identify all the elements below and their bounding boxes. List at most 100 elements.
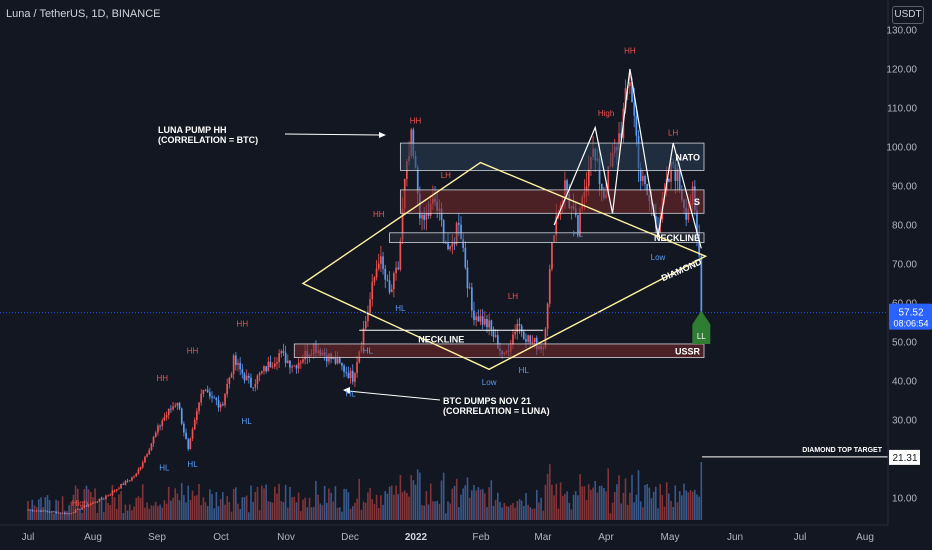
candle-body: [447, 243, 449, 250]
volume-bar: [434, 501, 436, 520]
diamond-pattern: [301, 161, 708, 371]
candle-body: [453, 243, 456, 244]
currency-badge[interactable]: USDT: [892, 6, 924, 24]
swing-label-hl: HL: [395, 304, 406, 313]
candle-body: [427, 213, 430, 216]
volume-bar: [401, 492, 404, 520]
volume-bar: [453, 485, 456, 520]
candle-body: [455, 223, 458, 244]
volume-bar: [55, 499, 57, 520]
volume-bar: [356, 498, 358, 520]
volume-bar: [200, 505, 202, 520]
volume-bar: [611, 502, 614, 520]
swing-label-lh: LH: [508, 292, 518, 301]
candle-body: [678, 168, 681, 190]
candle-body: [239, 362, 241, 370]
volume-bar: [466, 477, 469, 520]
candle-body: [544, 328, 547, 348]
pattern-labels: High HH HH HH HH HH LH LH High HH LH HL HL HL HL HL HL Lo…: [72, 46, 711, 508]
volume-bar: [165, 503, 168, 520]
candle-body: [548, 269, 551, 304]
volume-bar: [258, 510, 261, 520]
candle-body: [479, 316, 482, 322]
candle-body: [397, 267, 400, 270]
swing-label-hh: HH: [373, 210, 385, 219]
candle-body: [356, 362, 358, 373]
volume-bars: [27, 462, 703, 520]
volume-bar: [209, 489, 211, 520]
volume-bar: [650, 498, 653, 520]
candle-body: [271, 366, 274, 368]
candle-body: [698, 234, 700, 256]
candle-body: [118, 488, 120, 490]
candle-body: [585, 186, 588, 193]
candle-body: [291, 366, 293, 368]
volume-bar: [406, 493, 408, 520]
candle-body: [252, 387, 254, 389]
volume-bar: [442, 472, 445, 520]
candle-body: [631, 82, 633, 103]
volume-bar: [583, 486, 586, 520]
volume-bar: [180, 483, 183, 520]
candle-body: [105, 496, 107, 499]
volume-bar: [354, 502, 356, 520]
volume-bar: [174, 488, 176, 520]
volume-bar: [129, 504, 131, 520]
candle-body: [68, 513, 70, 515]
candle-body: [451, 243, 454, 247]
candle-body: [295, 365, 298, 369]
candle-body: [96, 501, 99, 503]
price-axis: 130.00120.00110.00100.0090.0080.0070.006…: [886, 0, 932, 550]
candle-body: [170, 408, 172, 410]
volume-bar: [46, 495, 49, 520]
volume-bar: [81, 512, 83, 520]
candle-body: [473, 310, 475, 321]
volume-bar: [668, 493, 670, 520]
volume-bar: [245, 495, 248, 520]
annotation-btc-arrow: [347, 390, 441, 401]
volume-bar: [193, 495, 196, 520]
volume-bar: [315, 480, 317, 520]
volume-bar: [579, 474, 581, 520]
volume-bar: [291, 497, 293, 520]
x-tick-label: Aug: [856, 532, 874, 543]
volume-bar: [176, 493, 179, 520]
volume-bar: [235, 487, 237, 520]
volume-bar: [399, 475, 402, 520]
volume-bar: [146, 502, 148, 520]
volume-bar: [228, 501, 231, 520]
volume-bar: [414, 484, 417, 520]
volume-bar: [481, 489, 484, 520]
candle-body: [183, 423, 185, 433]
candle-body: [152, 436, 155, 444]
annotation-btc-line2: (CORRELATION = LUNA): [443, 406, 550, 416]
candle-body: [488, 320, 490, 328]
volume-bar: [546, 473, 549, 520]
x-tick-label: Jul: [794, 532, 807, 543]
volume-bar: [644, 485, 646, 520]
candle-body: [462, 239, 464, 248]
candle-body: [245, 375, 248, 381]
candle-body: [687, 208, 690, 220]
candle-body: [172, 406, 174, 410]
candle-body: [492, 329, 495, 337]
volume-bar: [211, 493, 213, 520]
candle-body: [222, 404, 224, 406]
candle-body: [464, 247, 467, 268]
volume-bar: [616, 484, 618, 520]
volume-bar: [341, 511, 343, 520]
volume-bar: [226, 496, 228, 520]
candle-body: [334, 357, 337, 364]
volume-bar: [51, 510, 53, 520]
candle-body: [113, 490, 116, 492]
volume-bar: [113, 497, 116, 520]
volume-bar: [59, 513, 62, 520]
zone-label-ussr: USSR: [675, 346, 701, 356]
candle-body: [33, 510, 36, 512]
volume-bar: [239, 509, 241, 520]
volume-bar: [445, 513, 447, 520]
volume-bar: [282, 502, 285, 520]
zone-ussr: [293, 343, 705, 359]
candle-body: [471, 287, 473, 311]
